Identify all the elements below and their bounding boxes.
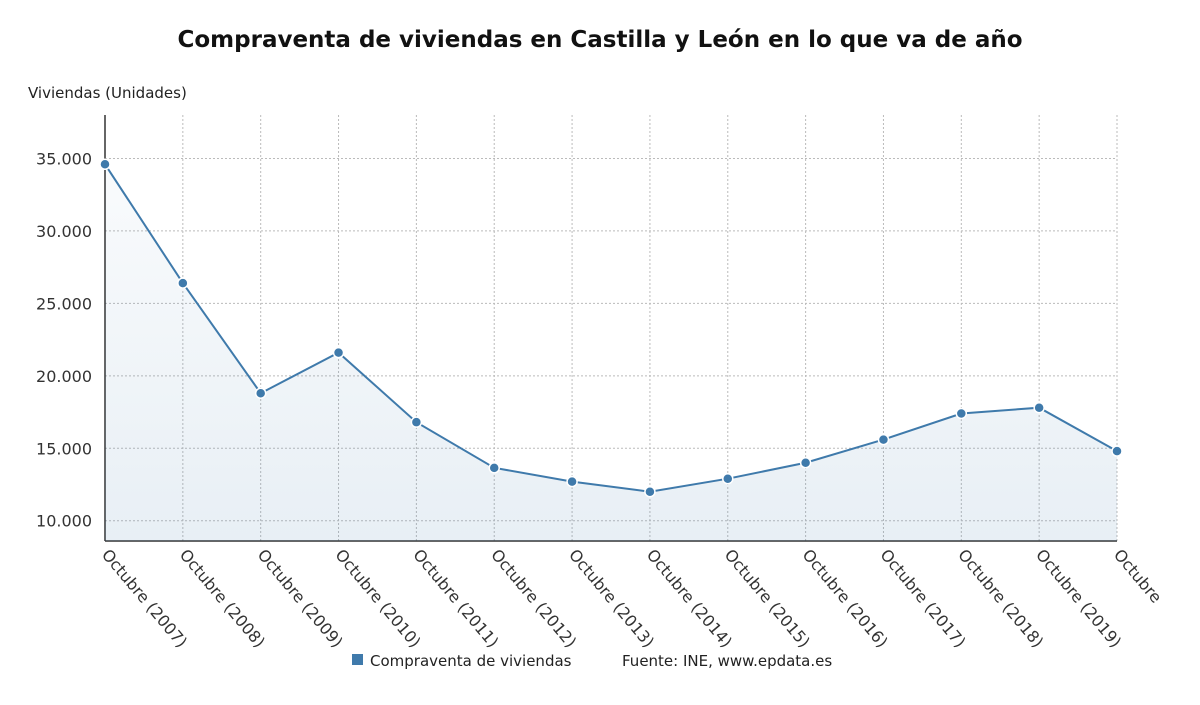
point [332, 346, 345, 359]
point [644, 485, 656, 498]
y-tick-label: 15.000 [36, 439, 92, 458]
y-tick-label: 10.000 [36, 512, 92, 531]
x-tick-label: Octubre (2017) [876, 545, 969, 651]
point [877, 433, 890, 446]
x-tick-label: Octubre (2019) [1032, 545, 1125, 651]
x-tick-label: Octubre (2016) [799, 545, 892, 651]
area [105, 164, 1117, 541]
point [955, 407, 968, 420]
y-tick-label: 25.000 [36, 294, 92, 313]
point [177, 277, 189, 289]
x-tick-label: Octubre (2008) [176, 545, 269, 651]
point [410, 416, 423, 428]
x-tick-label: Octubre (2014) [643, 545, 736, 651]
line [104, 163, 1118, 493]
legend-label: Compraventa de viviendas [370, 652, 572, 670]
point [722, 472, 734, 485]
point [799, 457, 812, 469]
x-tick-label: Octubre (2013) [565, 545, 658, 651]
x-tick-label: Octubre (2011) [409, 545, 502, 651]
point [566, 475, 578, 488]
legend-swatch [352, 654, 363, 665]
point [488, 462, 500, 474]
x-tick-label: Octubre (2018) [954, 545, 1047, 651]
x-tick-label: Octubre (2010) [331, 545, 424, 651]
x-tick-label: Octubre [1110, 545, 1166, 606]
x-tick-label: Octubre (2012) [487, 545, 580, 651]
x-tick-label: Octubre (2007) [98, 545, 191, 651]
point [254, 387, 267, 399]
chart-title: Compraventa de viviendas en Castilla y L… [177, 27, 1022, 53]
point [1033, 401, 1045, 414]
x-tick-label: Octubre (2009) [254, 545, 347, 651]
point [99, 158, 111, 171]
x-tick-label: Octubre (2015) [721, 545, 814, 651]
y-tick-label: 20.000 [36, 367, 92, 386]
y-tick-label: 30.000 [36, 222, 92, 241]
y-axis-label: Viviendas (Unidades) [28, 84, 187, 102]
y-tick-label: 35.000 [36, 149, 92, 168]
source: Fuente: INE, www.epdata.es [622, 652, 832, 670]
point [1111, 445, 1123, 457]
